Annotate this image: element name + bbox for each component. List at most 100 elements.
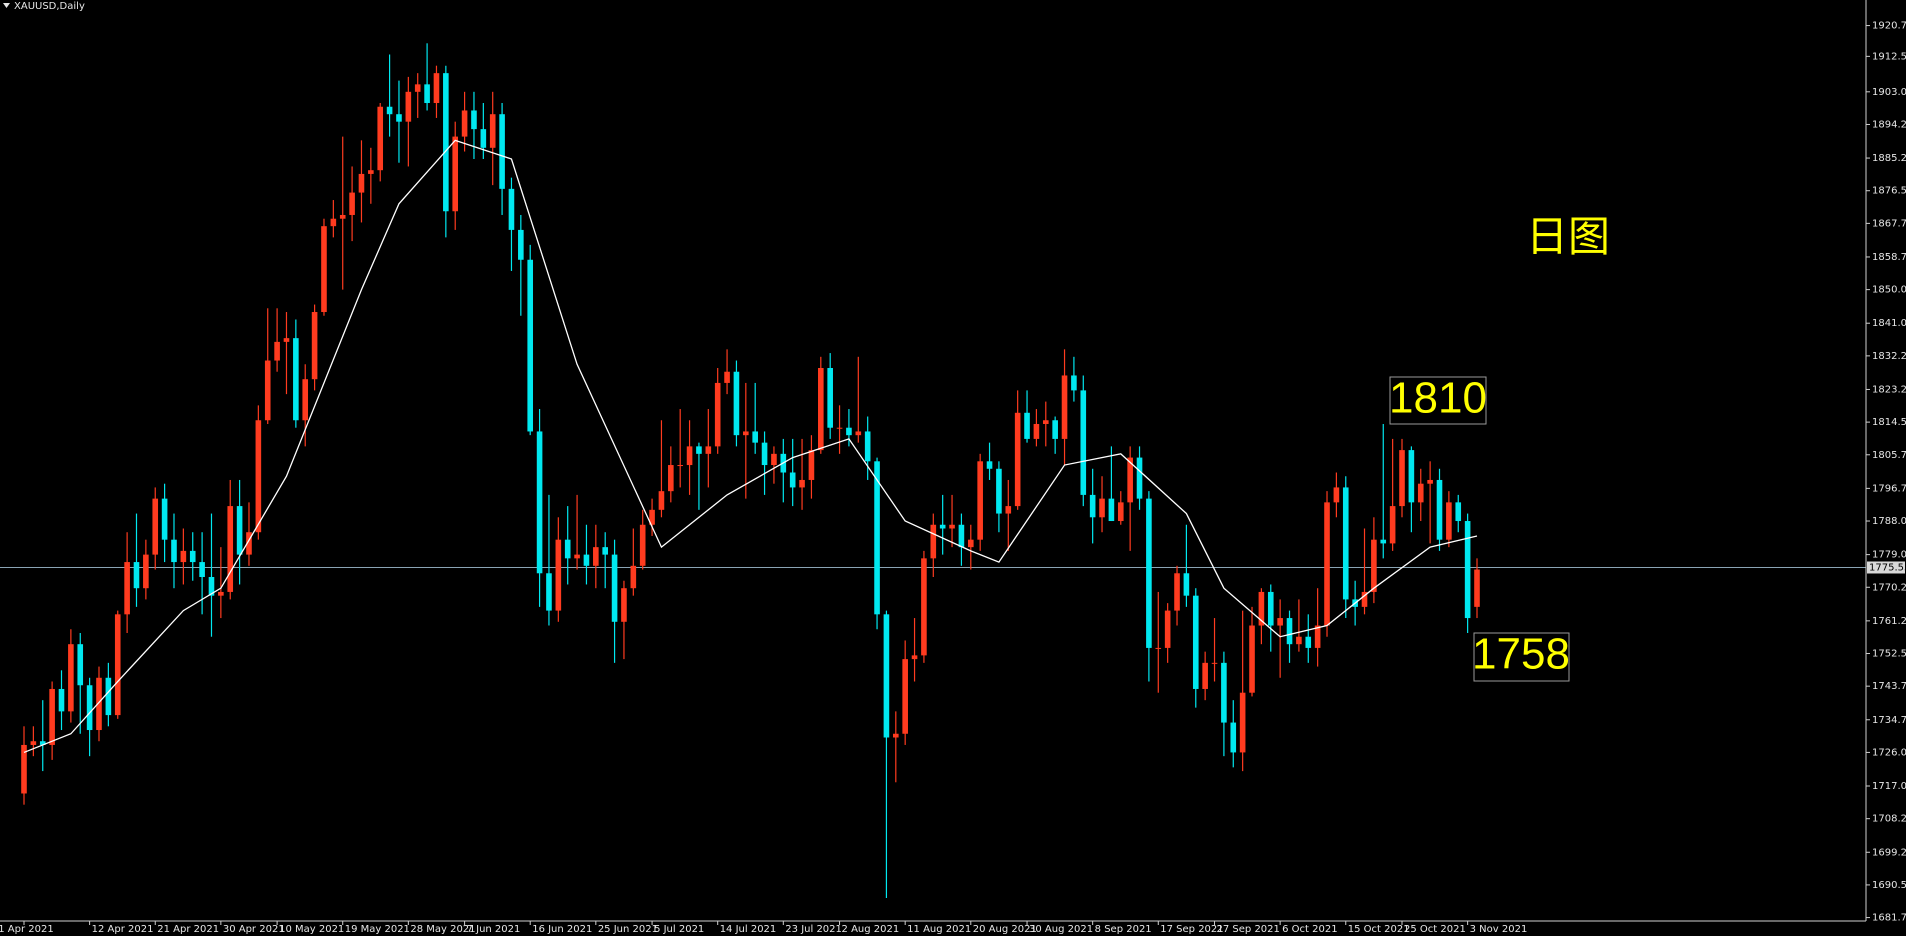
- candle-body: [714, 382, 721, 447]
- candle-body: [1014, 412, 1021, 507]
- candle-body: [302, 379, 309, 421]
- y-tick-label: 1708.25: [1872, 814, 1906, 825]
- candle-body: [311, 312, 318, 380]
- candle-body: [902, 659, 908, 734]
- x-tick-label: 30 Aug 2021: [1029, 924, 1093, 935]
- candle-body: [668, 465, 674, 492]
- x-tick-label: 21 Apr 2021: [157, 924, 219, 935]
- y-tick-label: 1761.25: [1872, 616, 1906, 627]
- y-tick-label: 1867.75: [1872, 218, 1906, 229]
- x-tick-label: 20 Aug 2021: [973, 924, 1037, 935]
- candle-body: [208, 577, 215, 596]
- candle-body: [274, 341, 280, 361]
- candle-body: [1455, 502, 1462, 522]
- candle-body: [68, 644, 74, 712]
- candle-body: [1446, 502, 1452, 540]
- menu-triangle[interactable]: [3, 3, 10, 8]
- candle-body: [939, 524, 946, 529]
- candle-body: [21, 744, 27, 794]
- candle-body: [386, 106, 393, 115]
- annotation-label: 日图: [1526, 213, 1610, 260]
- candle-body: [977, 461, 983, 540]
- candle-body: [405, 91, 412, 122]
- candle-body: [1221, 662, 1227, 723]
- candle-body: [1089, 494, 1096, 518]
- y-tick-label: 1743.75: [1872, 681, 1906, 692]
- candle-body: [911, 655, 918, 660]
- y-tick-label: 1920.75: [1872, 21, 1906, 32]
- y-tick-label: 1841.00: [1872, 318, 1906, 329]
- x-tick-label: 19 May 2021: [345, 924, 410, 935]
- candle-body: [1071, 375, 1077, 391]
- candle-body: [1146, 498, 1152, 648]
- y-tick-label: 1770.25: [1872, 582, 1906, 593]
- candle-body: [1155, 647, 1162, 649]
- plot-area: [0, 43, 1866, 898]
- x-tick-label: 17 Sep 2021: [1160, 924, 1223, 935]
- candle-body: [349, 192, 355, 215]
- candle-body: [255, 420, 262, 533]
- candle-body: [171, 539, 177, 563]
- candle-body: [1474, 569, 1480, 607]
- candle-body: [96, 677, 102, 731]
- x-tick-label: 27 Sep 2021: [1217, 924, 1280, 935]
- candle-body: [1342, 487, 1349, 600]
- candle-body: [564, 539, 571, 559]
- candle-body: [546, 573, 552, 611]
- y-tick-label: 1850.00: [1872, 285, 1906, 296]
- candle-body: [967, 539, 974, 548]
- candle-body: [677, 465, 683, 467]
- candle-body: [1211, 662, 1218, 664]
- candle-body: [1202, 662, 1208, 689]
- x-tick-label: 10 May 2021: [279, 924, 344, 935]
- y-tick-label: 1832.25: [1872, 351, 1906, 362]
- candle-body: [864, 431, 871, 462]
- candle-body: [114, 614, 121, 716]
- candle-body: [574, 554, 580, 559]
- y-tick-label: 1814.50: [1872, 417, 1906, 428]
- candle-body: [827, 368, 833, 428]
- y-tick-label: 1885.25: [1872, 153, 1906, 164]
- candle-body: [39, 741, 46, 745]
- candle-body: [1417, 483, 1424, 503]
- candle-body: [836, 427, 843, 429]
- candle-body: [536, 431, 543, 574]
- price-label-box: [1867, 561, 1905, 574]
- candle-body: [1005, 506, 1012, 514]
- candle-body: [583, 554, 590, 566]
- candle-body: [1024, 412, 1030, 439]
- candle-body: [1127, 457, 1133, 503]
- x-tick-label: 28 May 2021: [410, 924, 475, 935]
- candle-body: [321, 226, 327, 313]
- candle-body: [452, 136, 459, 212]
- candle-body: [1380, 539, 1387, 544]
- candle-body: [593, 547, 599, 566]
- candle-body: [893, 733, 899, 738]
- y-tick-label: 1699.25: [1872, 847, 1906, 858]
- x-tick-label: 11 Aug 2021: [907, 924, 971, 935]
- candle-body: [124, 562, 130, 615]
- y-tick-label: 1681.75: [1872, 913, 1906, 924]
- candle-body: [1099, 498, 1105, 518]
- candle-body: [658, 491, 665, 510]
- candle-body: [621, 588, 627, 622]
- candle-body: [433, 73, 440, 104]
- x-tick-label: 30 Apr 2021: [223, 924, 285, 935]
- candle-body: [958, 524, 965, 548]
- candle-body: [339, 214, 346, 219]
- candle-body: [1033, 423, 1040, 439]
- candle-body: [1117, 502, 1124, 522]
- x-tick-label: 7 Jun 2021: [467, 924, 521, 935]
- candle-body: [761, 442, 768, 466]
- annotation-box: [1473, 632, 1570, 682]
- y-tick-label: 1912.50: [1872, 51, 1906, 62]
- candle-body: [189, 550, 196, 563]
- y-tick-label: 1894.25: [1872, 119, 1906, 130]
- candle-body: [377, 106, 384, 171]
- candle-body: [180, 550, 187, 563]
- candle-body: [808, 450, 815, 480]
- y-tick-label: 1796.75: [1872, 483, 1906, 494]
- y-tick-label: 1779.00: [1872, 550, 1906, 561]
- candle-body: [49, 688, 55, 745]
- candle-body: [1080, 390, 1087, 495]
